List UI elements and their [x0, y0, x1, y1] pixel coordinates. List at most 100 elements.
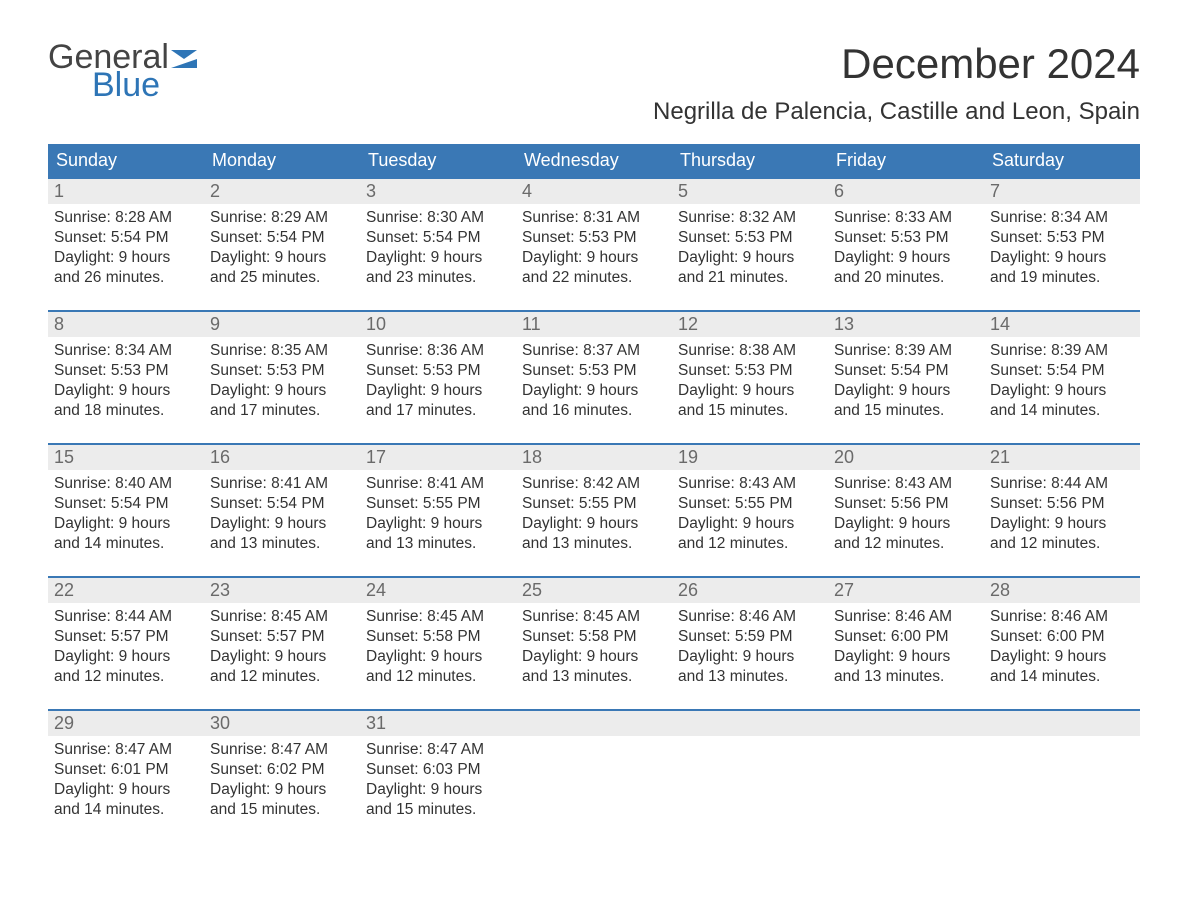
- detail-line: and 15 minutes.: [210, 800, 354, 820]
- day-details: Sunrise: 8:46 AMSunset: 6:00 PMDaylight:…: [828, 603, 984, 691]
- detail-line: Daylight: 9 hours: [54, 248, 198, 268]
- detail-line: and 13 minutes.: [210, 534, 354, 554]
- detail-line: and 12 minutes.: [990, 534, 1134, 554]
- detail-line: Daylight: 9 hours: [522, 647, 666, 667]
- day-details: Sunrise: 8:40 AMSunset: 5:54 PMDaylight:…: [48, 470, 204, 558]
- day-number: 17: [360, 445, 516, 470]
- detail-line: and 12 minutes.: [366, 667, 510, 687]
- day-details: Sunrise: 8:39 AMSunset: 5:54 PMDaylight:…: [984, 337, 1140, 425]
- detail-line: and 13 minutes.: [522, 667, 666, 687]
- day-details: Sunrise: 8:34 AMSunset: 5:53 PMDaylight:…: [48, 337, 204, 425]
- day-details: [672, 736, 828, 824]
- day-details: [828, 736, 984, 824]
- detail-line: and 18 minutes.: [54, 401, 198, 421]
- day-number: 27: [828, 578, 984, 603]
- day-number: 22: [48, 578, 204, 603]
- day-details: Sunrise: 8:47 AMSunset: 6:01 PMDaylight:…: [48, 736, 204, 824]
- day-number-row: 891011121314: [48, 310, 1140, 337]
- detail-line: Daylight: 9 hours: [54, 381, 198, 401]
- detail-line: and 13 minutes.: [834, 667, 978, 687]
- detail-line: Sunset: 5:53 PM: [54, 361, 198, 381]
- detail-line: Sunset: 5:54 PM: [210, 228, 354, 248]
- detail-line: Sunrise: 8:44 AM: [54, 607, 198, 627]
- weekday-header-row: SundayMondayTuesdayWednesdayThursdayFrid…: [48, 144, 1140, 177]
- day-details: Sunrise: 8:43 AMSunset: 5:55 PMDaylight:…: [672, 470, 828, 558]
- day-number: 12: [672, 312, 828, 337]
- detail-line: Sunrise: 8:43 AM: [678, 474, 822, 494]
- detail-line: Sunset: 5:54 PM: [990, 361, 1134, 381]
- detail-line: Daylight: 9 hours: [366, 780, 510, 800]
- calendar: SundayMondayTuesdayWednesdayThursdayFrid…: [48, 144, 1140, 824]
- detail-line: Sunrise: 8:44 AM: [990, 474, 1134, 494]
- day-number: 6: [828, 179, 984, 204]
- detail-line: Sunrise: 8:37 AM: [522, 341, 666, 361]
- detail-line: Daylight: 9 hours: [54, 647, 198, 667]
- detail-line: Sunset: 5:54 PM: [834, 361, 978, 381]
- detail-line: Sunrise: 8:29 AM: [210, 208, 354, 228]
- day-number: [984, 711, 1140, 736]
- day-details: Sunrise: 8:47 AMSunset: 6:02 PMDaylight:…: [204, 736, 360, 824]
- detail-line: Sunset: 5:53 PM: [834, 228, 978, 248]
- day-details: Sunrise: 8:43 AMSunset: 5:56 PMDaylight:…: [828, 470, 984, 558]
- day-number: 30: [204, 711, 360, 736]
- day-details-row: Sunrise: 8:40 AMSunset: 5:54 PMDaylight:…: [48, 470, 1140, 558]
- detail-line: Sunrise: 8:45 AM: [366, 607, 510, 627]
- weeks-container: 1234567Sunrise: 8:28 AMSunset: 5:54 PMDa…: [48, 177, 1140, 824]
- day-number: 19: [672, 445, 828, 470]
- detail-line: Daylight: 9 hours: [990, 381, 1134, 401]
- detail-line: Sunrise: 8:47 AM: [366, 740, 510, 760]
- day-details: Sunrise: 8:41 AMSunset: 5:54 PMDaylight:…: [204, 470, 360, 558]
- header: General Blue December 2024 Negrilla de P…: [48, 40, 1140, 126]
- day-number: 24: [360, 578, 516, 603]
- detail-line: Sunset: 6:01 PM: [54, 760, 198, 780]
- detail-line: Sunset: 5:53 PM: [522, 361, 666, 381]
- detail-line: Sunrise: 8:36 AM: [366, 341, 510, 361]
- detail-line: Sunset: 5:58 PM: [366, 627, 510, 647]
- detail-line: Sunset: 5:58 PM: [522, 627, 666, 647]
- day-details: Sunrise: 8:45 AMSunset: 5:58 PMDaylight:…: [360, 603, 516, 691]
- day-details: Sunrise: 8:44 AMSunset: 5:57 PMDaylight:…: [48, 603, 204, 691]
- weekday-cell: Sunday: [48, 144, 204, 177]
- detail-line: Sunset: 5:55 PM: [678, 494, 822, 514]
- day-details: Sunrise: 8:45 AMSunset: 5:57 PMDaylight:…: [204, 603, 360, 691]
- detail-line: Sunset: 5:56 PM: [990, 494, 1134, 514]
- detail-line: Daylight: 9 hours: [54, 780, 198, 800]
- detail-line: and 23 minutes.: [366, 268, 510, 288]
- day-number: 14: [984, 312, 1140, 337]
- detail-line: Daylight: 9 hours: [522, 514, 666, 534]
- day-number: 4: [516, 179, 672, 204]
- day-number: 25: [516, 578, 672, 603]
- weekday-cell: Wednesday: [516, 144, 672, 177]
- detail-line: Sunset: 5:57 PM: [210, 627, 354, 647]
- detail-line: Sunset: 5:55 PM: [522, 494, 666, 514]
- detail-line: Sunrise: 8:33 AM: [834, 208, 978, 228]
- day-number: 28: [984, 578, 1140, 603]
- detail-line: Daylight: 9 hours: [678, 647, 822, 667]
- detail-line: and 14 minutes.: [990, 667, 1134, 687]
- detail-line: Daylight: 9 hours: [990, 248, 1134, 268]
- detail-line: and 13 minutes.: [522, 534, 666, 554]
- day-number: [672, 711, 828, 736]
- detail-line: Sunset: 5:54 PM: [54, 494, 198, 514]
- detail-line: Daylight: 9 hours: [834, 381, 978, 401]
- detail-line: Daylight: 9 hours: [210, 647, 354, 667]
- detail-line: Daylight: 9 hours: [210, 248, 354, 268]
- detail-line: and 15 minutes.: [366, 800, 510, 820]
- detail-line: Sunrise: 8:47 AM: [54, 740, 198, 760]
- day-details: Sunrise: 8:47 AMSunset: 6:03 PMDaylight:…: [360, 736, 516, 824]
- day-number: 5: [672, 179, 828, 204]
- detail-line: Sunrise: 8:32 AM: [678, 208, 822, 228]
- day-number-row: 293031: [48, 709, 1140, 736]
- weekday-cell: Friday: [828, 144, 984, 177]
- day-number: [828, 711, 984, 736]
- day-details: Sunrise: 8:34 AMSunset: 5:53 PMDaylight:…: [984, 204, 1140, 292]
- detail-line: Sunset: 5:59 PM: [678, 627, 822, 647]
- detail-line: Sunrise: 8:31 AM: [522, 208, 666, 228]
- day-details: [516, 736, 672, 824]
- day-number: 26: [672, 578, 828, 603]
- detail-line: and 12 minutes.: [54, 667, 198, 687]
- day-details: Sunrise: 8:33 AMSunset: 5:53 PMDaylight:…: [828, 204, 984, 292]
- week-block: 15161718192021Sunrise: 8:40 AMSunset: 5:…: [48, 443, 1140, 558]
- detail-line: and 14 minutes.: [54, 800, 198, 820]
- detail-line: and 12 minutes.: [210, 667, 354, 687]
